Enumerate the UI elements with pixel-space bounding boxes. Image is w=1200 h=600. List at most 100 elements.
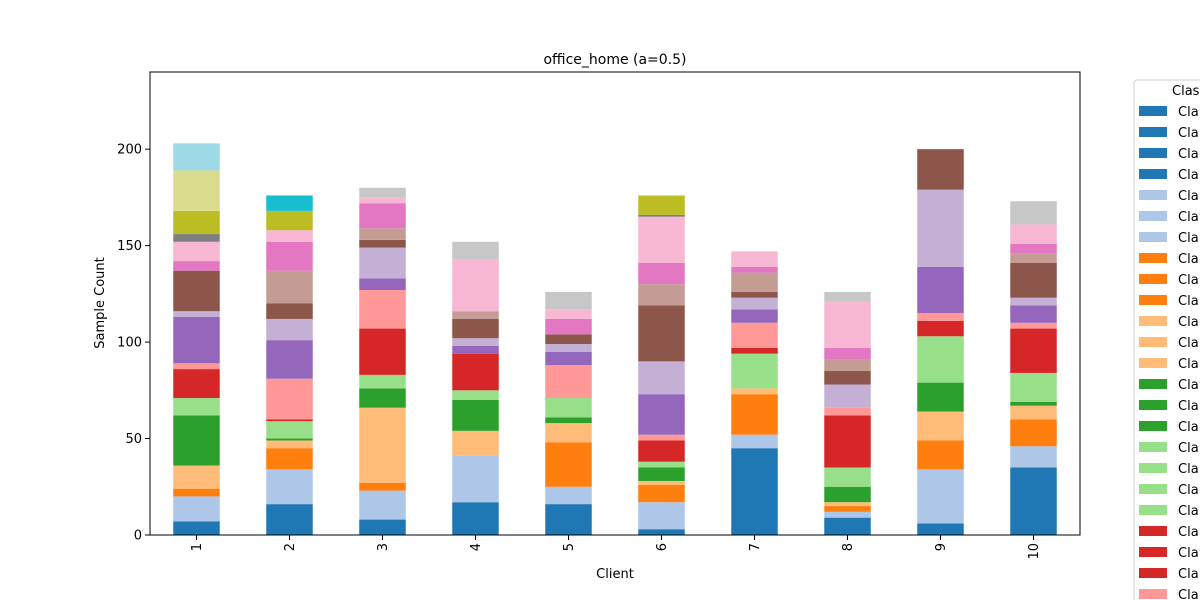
y-tick-label: 100	[117, 336, 142, 351]
legend-label: Cla	[1178, 420, 1199, 435]
y-axis: 0 50 100 150 200	[117, 143, 150, 544]
bar-segment	[824, 301, 871, 348]
bar-segment	[266, 440, 313, 449]
bar-segment	[1010, 405, 1057, 420]
legend-swatch	[1139, 337, 1167, 347]
bar-segment	[452, 455, 499, 503]
bar-segment	[266, 340, 313, 379]
bar-segment	[638, 394, 685, 435]
bar-segment	[545, 351, 592, 366]
bar-segment	[638, 305, 685, 362]
bar-segment	[1010, 419, 1057, 447]
bar-segment	[173, 170, 220, 211]
bar-segment	[545, 344, 592, 352]
bar-segment	[731, 291, 778, 298]
bar-segment	[1010, 328, 1057, 373]
legend-label: Cla	[1178, 399, 1199, 414]
legend-label: Cla	[1178, 441, 1199, 456]
legend-label: Cla	[1178, 105, 1199, 120]
bar-segment	[452, 502, 499, 535]
y-tick-label: 0	[134, 529, 142, 544]
legend-swatch	[1139, 127, 1167, 137]
legend-entries: Cla Cla Cla Cla Cla Cla Cla Cla Cla Cla Cla Cla Cla C…	[1139, 105, 1199, 600]
bar-segment	[173, 398, 220, 416]
bar-segment	[452, 318, 499, 339]
bar-segment	[917, 440, 964, 470]
x-tick-label: 5	[562, 543, 577, 551]
bar-segment	[1010, 243, 1057, 254]
x-axis-label: Client	[596, 567, 634, 582]
bar-segment	[638, 480, 685, 485]
bar-segment	[638, 484, 685, 503]
x-tick-label: 3	[376, 543, 391, 551]
bar-segment	[731, 448, 778, 535]
bar-segment	[824, 506, 871, 512]
bar-segment	[359, 482, 406, 491]
x-tick-label: 7	[748, 543, 763, 551]
y-tick-label: 50	[125, 432, 142, 447]
bar-segment	[917, 149, 964, 190]
bar-segment	[266, 241, 313, 271]
bar-segment	[1010, 372, 1057, 402]
bar-segment	[1010, 401, 1057, 406]
bar-segment	[266, 469, 313, 505]
bar-segment	[173, 465, 220, 489]
bar-segment	[638, 195, 685, 215]
bar-segment	[731, 353, 778, 389]
legend-swatch	[1139, 148, 1167, 158]
legend-swatch	[1139, 211, 1167, 221]
bar-segment	[638, 440, 685, 462]
legend-label: Cla	[1178, 210, 1199, 225]
bar-segment	[266, 504, 313, 535]
legend-swatch	[1139, 484, 1167, 494]
bar-segment	[359, 247, 406, 279]
bar-segment	[545, 318, 592, 335]
bar-segment	[452, 241, 499, 260]
bar-segment	[452, 311, 499, 319]
bar-segment	[173, 143, 220, 171]
bar-segment	[266, 421, 313, 439]
bar-segment	[638, 461, 685, 468]
legend-label: Cla	[1178, 189, 1199, 204]
bar-segment	[359, 239, 406, 248]
bar-segment	[731, 394, 778, 435]
bar-segment	[824, 502, 871, 507]
legend-swatch	[1139, 505, 1167, 515]
bar-segment	[452, 430, 499, 456]
bar-segment	[917, 469, 964, 524]
bar-segment	[452, 399, 499, 431]
y-tick-label: 200	[117, 143, 142, 158]
bar-segment	[359, 374, 406, 389]
bar-segment	[359, 187, 406, 198]
bar-segment	[638, 262, 685, 285]
legend-title: Clas	[1172, 84, 1200, 99]
plot-frame	[149, 71, 1081, 536]
bar-segment	[731, 266, 778, 273]
bar-segment	[173, 241, 220, 262]
bar-segment	[359, 197, 406, 204]
bar-segment	[638, 361, 685, 395]
bar-segment	[545, 334, 592, 345]
bar-segment	[824, 517, 871, 535]
bar-segment	[824, 371, 871, 385]
chart-title: office_home (a=0.5)	[543, 52, 686, 68]
bar-segment	[545, 504, 592, 535]
bar-segment	[266, 303, 313, 319]
bar-segment	[266, 230, 313, 242]
bar-segment	[173, 261, 220, 271]
bar-segment	[731, 251, 778, 267]
legend-label: Cla	[1178, 588, 1199, 600]
y-tick-label: 150	[117, 239, 142, 254]
bar-segment	[359, 228, 406, 240]
bar-segment	[545, 309, 592, 319]
bar-segment	[638, 467, 685, 481]
legend-label: Cla	[1178, 504, 1199, 519]
bar-segment	[173, 369, 220, 399]
bar-segment	[917, 523, 964, 535]
legend-swatch	[1139, 421, 1167, 431]
legend-swatch	[1139, 526, 1167, 536]
bar-segment	[359, 290, 406, 329]
bar-segment	[359, 407, 406, 483]
bar-segment	[173, 210, 220, 235]
